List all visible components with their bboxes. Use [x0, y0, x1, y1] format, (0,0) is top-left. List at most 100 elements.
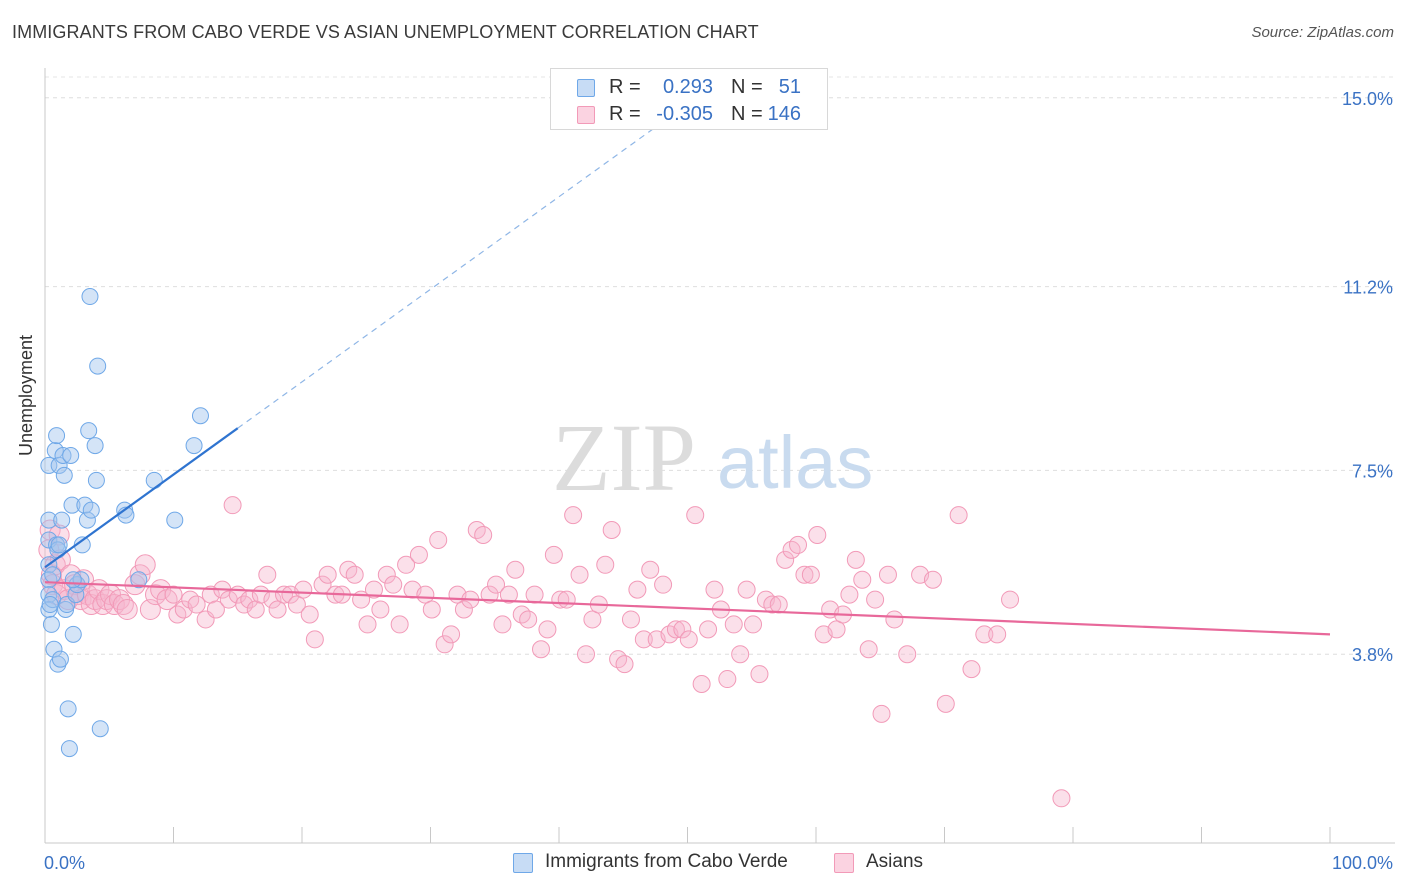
watermark: ZIP atlas [552, 404, 873, 511]
stats-legend: R = 0.293 N = 51 R = -0.305 N = 146 [550, 68, 828, 130]
cabo-verde-point [166, 511, 184, 529]
asian-point [808, 525, 827, 544]
asian-point [206, 600, 225, 619]
asian-point [294, 580, 313, 599]
asian-point [318, 565, 337, 584]
cabo-verde-point [80, 422, 98, 440]
asian-point [699, 620, 718, 639]
trend-layer [44, 122, 1331, 636]
bottom-legend-swatch-cabo-verde [513, 853, 533, 873]
asian-point [268, 600, 287, 619]
asian-point [853, 570, 872, 589]
asian-point [731, 645, 750, 664]
cabo-verde-point [64, 625, 82, 643]
asian-point [673, 620, 692, 639]
asian-point [442, 625, 461, 644]
cabo-verde-point [41, 596, 59, 614]
asian-point [557, 590, 576, 609]
asian-point [583, 610, 602, 629]
cabo-verde-point [48, 427, 66, 445]
cabo-verde-point [130, 571, 148, 589]
asian-point [480, 585, 499, 604]
series-cabo-verde [40, 288, 209, 758]
legend-r-value: 0.293 [662, 76, 713, 98]
asian-point [300, 605, 319, 624]
asian-point [878, 565, 897, 584]
asian-point [872, 704, 891, 723]
asian-point [499, 585, 518, 604]
asian-point [570, 565, 589, 584]
cabo-verde-point [89, 357, 107, 375]
cabo-verde-point [64, 571, 82, 589]
asian-point [801, 565, 820, 584]
asian-point [949, 506, 968, 525]
asian-point [564, 506, 583, 525]
asian-point [235, 595, 254, 614]
asian-point [737, 580, 756, 599]
cabo-verde-point [53, 511, 71, 529]
bottom-legend-swatch-asians [834, 853, 854, 873]
cabo-verde-point [63, 496, 81, 514]
asian-point [1052, 789, 1071, 808]
asian-point [718, 670, 737, 689]
asian-point [769, 595, 788, 614]
legend-n-label: N = [731, 103, 763, 125]
asian-point [654, 575, 673, 594]
asian-point [422, 600, 441, 619]
asian-point [397, 555, 416, 574]
cabo-verde-point [50, 456, 68, 474]
chart-title: IMMIGRANTS FROM CABO VERDE VS ASIAN UNEM… [12, 22, 759, 42]
asian-point [129, 564, 151, 586]
asian-point [602, 521, 621, 540]
asian-point [936, 694, 955, 713]
cabo-verde-point [185, 437, 203, 455]
asian-point [724, 615, 743, 634]
grid-layer [45, 76, 1395, 655]
asian-point [750, 665, 769, 684]
asian-point [795, 565, 814, 584]
legend-n-value: 51 [778, 76, 801, 98]
cabo-verde-point [60, 740, 78, 758]
asians-trendline [44, 581, 1331, 636]
asian-point [679, 630, 698, 649]
cabo-verde-point [86, 437, 104, 455]
legend-n-label: N = [731, 76, 763, 98]
cabo-verde-point [55, 466, 73, 484]
y-tick-label: 3.8% [1352, 645, 1393, 665]
asian-point [116, 599, 138, 621]
cabo-verde-point [49, 655, 67, 673]
bottom-legend-cabo-verde: Immigrants from Cabo Verde [513, 851, 813, 877]
cabo-verde-point [59, 700, 77, 718]
asian-point [525, 585, 544, 604]
asian-point [885, 610, 904, 629]
series-asians [38, 496, 1071, 808]
tick-label-layer: 3.8% 7.5% 11.2% 15.0% 0.0% 100.0% [44, 89, 1393, 873]
asian-point [435, 635, 454, 654]
cabo-verde-point [51, 650, 69, 668]
y-axis-title: Unemployment [16, 334, 36, 456]
asian-point [859, 640, 878, 659]
cabo-verde-trendline [44, 427, 239, 569]
asian-point [962, 660, 981, 679]
asian-point [866, 590, 885, 609]
cabo-verde-point [87, 471, 105, 489]
asian-point [532, 640, 551, 659]
asian-point [454, 600, 473, 619]
asian-point [48, 524, 70, 546]
y-tick-label: 15.0% [1342, 89, 1393, 109]
asian-point [744, 615, 763, 634]
asian-point [776, 550, 795, 569]
asian-point [666, 620, 685, 639]
asian-point [975, 625, 994, 644]
bottom-legend-label-cabo-verde: Immigrants from Cabo Verde [545, 851, 788, 872]
cabo-verde-point [82, 501, 100, 519]
y-tick-label: 7.5% [1352, 461, 1393, 481]
asian-point [827, 620, 846, 639]
asian-point [576, 645, 595, 664]
cabo-verde-trendline-extension [237, 122, 663, 429]
asian-point [377, 565, 396, 584]
asian-point [763, 595, 782, 614]
asian-point [519, 610, 538, 629]
asian-point [628, 580, 647, 599]
